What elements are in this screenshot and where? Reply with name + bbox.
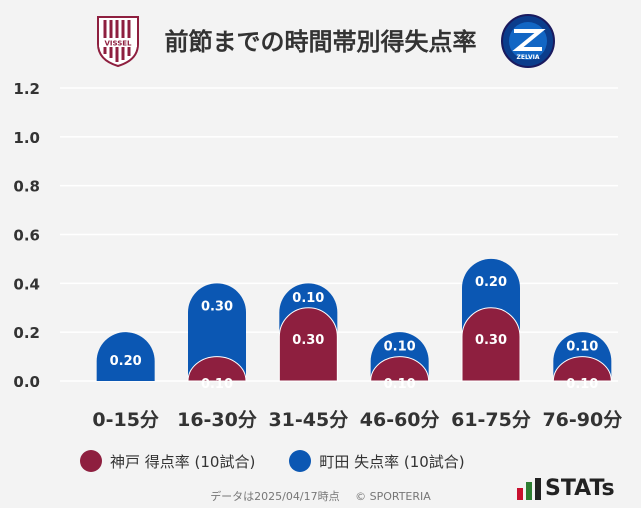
x-tick-label: 76-90分 xyxy=(542,409,622,431)
y-tick-label: 0.2 xyxy=(13,324,40,342)
legend-swatch-machida xyxy=(289,450,312,472)
stats-wordmark: STATs xyxy=(545,476,615,501)
legend: 神戸 得点率 (10試合) 町田 失点率 (10試合) xyxy=(80,450,499,472)
data-label-kobe: 0.10 xyxy=(566,377,598,392)
data-label-machida: 0.10 xyxy=(566,340,598,355)
chart-title: 前節までの時間帯別得失点率 xyxy=(164,28,477,56)
stats-bars-icon xyxy=(517,477,541,500)
x-tick-label: 16-30分 xyxy=(177,409,257,431)
bar-kobe xyxy=(552,356,612,382)
data-label-machida: 0.10 xyxy=(292,291,324,306)
legend-item-kobe: 神戸 得点率 (10試合) xyxy=(80,450,255,472)
legend-label-machida: 町田 失点率 (10試合) xyxy=(319,452,465,471)
bar-machida xyxy=(96,332,155,381)
bar-kobe xyxy=(461,307,521,382)
data-label-machida: 0.30 xyxy=(201,299,233,314)
bar-kobe xyxy=(278,307,338,382)
y-tick-label: 0.4 xyxy=(13,275,40,293)
y-tick-label: 0.8 xyxy=(13,178,40,196)
data-label-machida: 0.20 xyxy=(475,275,507,290)
data-label-kobe: 0.10 xyxy=(201,377,233,392)
y-tick-label: 1.0 xyxy=(13,129,40,147)
machida-zelvia-logo: ZELVIA xyxy=(501,14,555,68)
y-tick-label: 1.2 xyxy=(13,80,40,98)
y-tick-label: 0.6 xyxy=(13,227,40,245)
legend-label-kobe: 神戸 得点率 (10試合) xyxy=(110,452,256,471)
bar-kobe xyxy=(370,356,430,382)
bar-kobe xyxy=(187,356,247,382)
data-label-machida: 0.10 xyxy=(384,340,416,355)
data-date-note: データは2025/04/17時点 xyxy=(210,490,340,503)
data-label-machida: 0.20 xyxy=(110,354,142,369)
x-tick-label: 0-15分 xyxy=(92,409,159,431)
bar-machida xyxy=(188,283,246,381)
stats-logo: STATs xyxy=(517,476,615,501)
svg-text:VISSEL: VISSEL xyxy=(104,40,132,48)
y-tick-label: 0.0 xyxy=(13,373,40,391)
footer: データは2025/04/17時点 © SPORTERIA xyxy=(0,488,641,504)
bar-chart: 0.0 0.2 0.4 0.6 0.8 1.0 1.2 0.20 0-15分 0.10 0.30 16… xyxy=(13,80,622,431)
data-label-kobe: 0.10 xyxy=(384,377,416,392)
legend-item-machida: 町田 失点率 (10試合) xyxy=(289,450,465,472)
vissel-kobe-logo: VISSEL xyxy=(97,16,139,68)
legend-swatch-kobe xyxy=(80,450,102,472)
x-tick-label: 46-60分 xyxy=(360,409,440,431)
data-label-kobe: 0.30 xyxy=(475,333,507,348)
data-label-kobe: 0.30 xyxy=(292,333,324,348)
copyright: © SPORTERIA xyxy=(355,490,431,503)
x-tick-label: 61-75分 xyxy=(451,409,531,431)
svg-text:ZELVIA: ZELVIA xyxy=(517,54,540,61)
x-tick-label: 31-45分 xyxy=(268,409,348,431)
